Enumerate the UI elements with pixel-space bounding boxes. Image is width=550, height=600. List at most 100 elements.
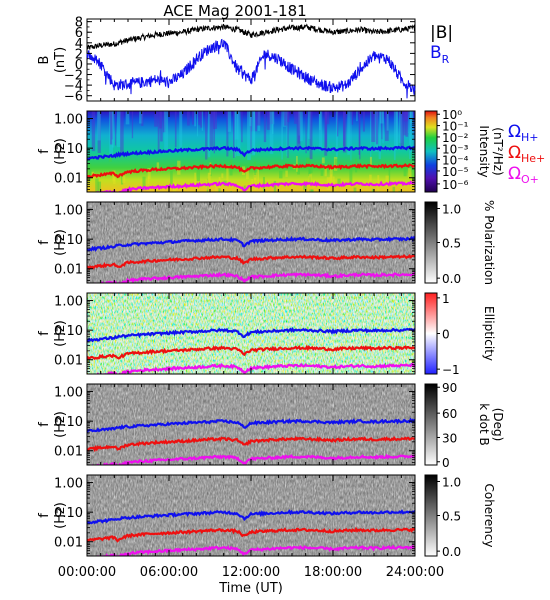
y-axis-label-line2: (Hz) <box>53 320 68 347</box>
colorbar <box>424 201 438 284</box>
colorbar-tick-label: 0.0 <box>442 545 461 559</box>
y-tick-label: −2 <box>64 69 83 84</box>
legend-omega-h-plus: ΩH+ <box>508 122 539 144</box>
y-axis-label-line1: B <box>37 56 52 65</box>
gyrofrequency-line-h-plus <box>87 145 415 161</box>
y-axis-label-line1: f <box>37 240 52 245</box>
gyrofrequency-line-he-plus <box>87 163 415 179</box>
y-tick-label: 1.00 <box>54 295 83 310</box>
y-tick-label: 1.00 <box>54 204 83 219</box>
y-tick-label: −6 <box>64 90 83 105</box>
coherency-panel: 1.00 0.10 0.01 f (Hz) 1.0 0.5 0.0 Coherency <box>37 474 496 559</box>
x-tick-label: 12:00:00 <box>222 565 280 580</box>
colorbar-tick-label: 10⁻³ <box>442 142 469 156</box>
intensity-panel: 1.00 0.10 0.01 f (Hz) 10⁰10⁻¹10⁻²10⁻³10⁻⁴10⁻⁵… <box>37 108 545 193</box>
series-line-b-magnitude <box>86 23 415 50</box>
colorbar-tick-label: 0 <box>442 328 450 342</box>
gyrofrequency-line-h-plus <box>87 417 415 433</box>
legend-b-radial: BR <box>430 43 450 66</box>
y-tick-label: 4 <box>75 37 83 52</box>
colorbar-tick-label: 10⁻⁴ <box>442 154 469 168</box>
colorbar-tick-label: 30 <box>442 431 457 445</box>
y-axis-label-line1: f <box>37 331 52 336</box>
y-tick-label: 0.10 <box>54 142 83 157</box>
x-tick-label: 24:00:00 <box>386 565 444 580</box>
y-tick-label: −4 <box>64 79 83 94</box>
y-axis-label-line2: (Hz) <box>53 411 68 438</box>
y-axis-label-line2: (Hz) <box>53 138 68 165</box>
intensity-spectrogram <box>87 111 415 192</box>
colorbar-tick-label: 1.0 <box>442 475 461 489</box>
colorbar-tick-label: 10⁰ <box>442 108 462 122</box>
y-axis-label-line2: (Hz) <box>53 502 68 529</box>
y-tick-label: 2 <box>75 47 83 62</box>
gyrofrequency-line-he-plus <box>87 526 415 543</box>
colorbar-tick-label: 10⁻⁵ <box>442 165 469 179</box>
gyrofrequency-line-he-plus <box>87 344 415 361</box>
x-axis-label: Time (UT) <box>218 581 283 596</box>
y-tick-label: 0.01 <box>54 536 83 551</box>
colorbar-unit: (nT²/Hz) <box>491 127 505 175</box>
legend-omega-o-plus: ΩO+ <box>508 164 539 186</box>
colorbar <box>424 292 438 375</box>
k-dot-b-panel: 1.00 0.10 0.01 f (Hz) 90 60 30 0 k dot B (Deg) <box>37 381 505 470</box>
y-tick-label: 0.01 <box>54 354 83 369</box>
x-tick-label: 06:00:00 <box>140 565 198 580</box>
y-tick-label: 8 <box>75 16 83 31</box>
colorbar-tick-label: 0 <box>442 456 450 470</box>
colorbar-tick-label: 1 <box>442 292 450 306</box>
y-axis-label-line1: f <box>37 513 52 518</box>
legend-b-magnitude: |B| <box>430 23 453 43</box>
gyrofrequency-line-h-plus <box>87 509 415 525</box>
y-tick-label: 0.10 <box>54 233 83 248</box>
colorbar-tick-label: 1.0 <box>442 202 461 216</box>
k-dot-b-spectrogram <box>87 384 415 465</box>
gyrofrequency-line-o-plus <box>90 544 415 556</box>
colorbar <box>424 110 438 193</box>
y-tick-label: 1.00 <box>54 113 83 128</box>
y-tick-label: 0.10 <box>54 415 83 430</box>
y-axis-label-line1: f <box>37 422 52 427</box>
gyrofrequency-line-he-plus <box>87 435 415 453</box>
y-tick-label: 6 <box>75 26 83 41</box>
legend-omega-he-plus: ΩHe+ <box>508 143 545 165</box>
colorbar-tick-label: 0.0 <box>442 272 461 286</box>
colorbar-label: Intensity <box>477 125 491 177</box>
polarization-panel: 1.00 0.10 0.01 f (Hz) 1.0 0.5 0.0 % Polarization <box>37 200 496 286</box>
colorbar-tick-label: 10⁻¹ <box>442 120 469 134</box>
colorbar-unit: (Deg) <box>491 408 505 442</box>
colorbar-label: Ellipticity <box>482 306 496 361</box>
series-line-b-radial <box>86 38 416 99</box>
y-tick-label: 0.01 <box>54 172 83 187</box>
gyrofrequency-line-he-plus <box>87 253 415 271</box>
colorbar-tick-label: 0.5 <box>442 510 461 524</box>
ellipticity-panel: 1.00 0.10 0.01 f (Hz) 1 0 −1 Ellipticity <box>37 292 496 377</box>
polarization-spectrogram <box>87 202 415 283</box>
colorbar-tick-label: 0.5 <box>442 237 461 251</box>
colorbar-tick-label: 60 <box>442 407 457 421</box>
colorbar-label: % Polarization <box>482 200 496 285</box>
y-axis-label-line2: (Hz) <box>53 229 68 256</box>
gyrofrequency-line-h-plus <box>87 326 415 343</box>
y-tick-label: 0 <box>75 58 83 73</box>
coherency-spectrogram <box>87 475 415 556</box>
colorbar <box>424 383 438 466</box>
chart-title: ACE Mag 2001-181 <box>163 2 306 20</box>
colorbar-tick-label: −1 <box>442 363 460 377</box>
colorbar-label: k dot B <box>477 403 491 445</box>
y-tick-label: 1.00 <box>54 386 83 401</box>
y-tick-label: 0.10 <box>54 506 83 521</box>
y-axis-label-line1: f <box>37 149 52 154</box>
colorbar-tick-label: 10⁻⁶ <box>442 178 469 192</box>
ellipticity-spectrogram <box>87 293 415 374</box>
gyrofrequency-line-h-plus <box>87 235 415 252</box>
y-tick-label: 0.01 <box>54 445 83 460</box>
colorbar-tick-label: 90 <box>442 381 457 395</box>
x-tick-label: 00:00:00 <box>58 565 116 580</box>
y-tick-label: 1.00 <box>54 477 83 492</box>
y-tick-label: 0.01 <box>54 263 83 278</box>
gyrofrequency-line-o-plus <box>89 362 415 374</box>
y-tick-label: 0.10 <box>54 324 83 339</box>
